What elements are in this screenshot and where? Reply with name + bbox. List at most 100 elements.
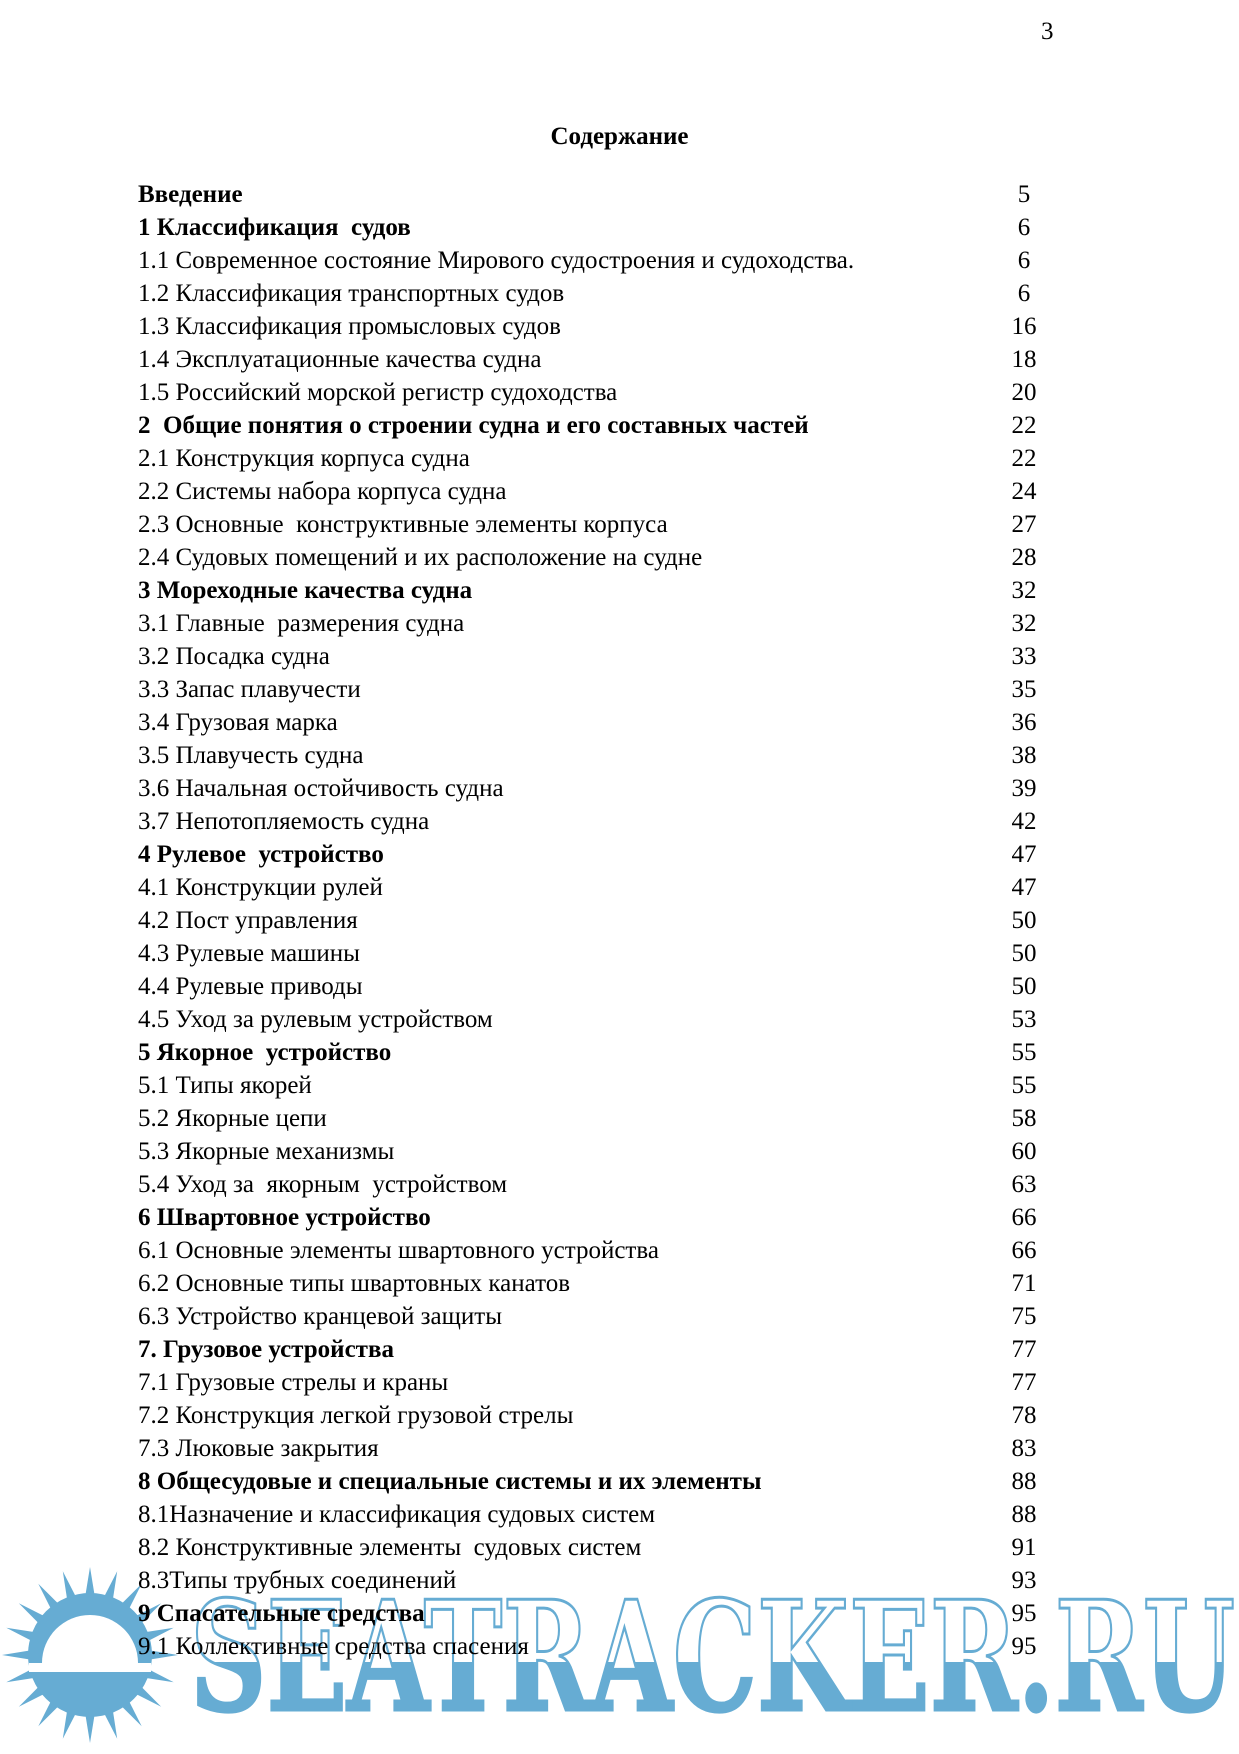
toc-entry-label: 1 Классификация судов [138, 214, 411, 241]
toc-row: 8 Общесудовые и специальные системы и их… [138, 1465, 1052, 1498]
toc-row: 4.5 Уход за рулевым устройством 53 [138, 1003, 1052, 1036]
toc-entry-label: 3.1 Главные размерения судна [138, 610, 465, 637]
toc-row: 8.2 Конструктивные элементы судовых сист… [138, 1531, 1052, 1564]
toc-entry-page: 28 [1011, 544, 1037, 571]
toc-entry-page: 20 [1011, 379, 1037, 406]
toc-entry-page: 91 [1011, 1534, 1037, 1561]
toc-row: 2.4 Судовых помещений и их расположение … [138, 541, 1052, 574]
toc-entry-page: 18 [1011, 346, 1037, 373]
toc-entry-page: 77 [1011, 1369, 1037, 1396]
toc-entry-page: 88 [1011, 1468, 1037, 1495]
toc-entry-page: 50 [1011, 940, 1037, 967]
toc-row: 2 Общие понятия о строении судна и его с… [138, 409, 1052, 442]
toc-entry-label: 4.4 Рулевые приводы [138, 973, 363, 1000]
toc-entry-label: 8.1Назначение и классификация судовых си… [138, 1501, 656, 1528]
toc-entry-page: 47 [1011, 841, 1037, 868]
toc-entry-page: 36 [1011, 709, 1037, 736]
toc-row: 8.1Назначение и классификация судовых си… [138, 1498, 1052, 1531]
toc-entry-page: 66 [1011, 1204, 1037, 1231]
toc-entry-page: 6 [1017, 214, 1031, 241]
toc-entry-page: 95 [1011, 1633, 1037, 1660]
toc-entry-label: 4.5 Уход за рулевым устройством [138, 1006, 493, 1033]
toc-entry-page: 6 [1017, 247, 1031, 274]
toc-entry-label: 1.2 Классификация транспортных судов [138, 280, 565, 307]
toc-row: 5.4 Уход за якорным устройством 63 [138, 1168, 1052, 1201]
toc-entry-page: 16 [1011, 313, 1037, 340]
toc-row: 2.3 Основные конструктивные элементы кор… [138, 508, 1052, 541]
toc-entry-label: 4.2 Пост управления [138, 907, 358, 934]
toc-entry-page: 24 [1011, 478, 1037, 505]
toc-row: 4.4 Рулевые приводы 50 [138, 970, 1052, 1003]
toc-row: 2.1 Конструкция корпуса судна 22 [138, 442, 1052, 475]
toc-entry-label: 6.3 Устройство кранцевой защиты [138, 1303, 502, 1330]
toc-entry-page: 55 [1011, 1039, 1037, 1066]
page-title: Содержание [550, 123, 689, 150]
toc-row: 7.3 Люковые закрытия 83 [138, 1432, 1052, 1465]
toc-entry-label: 2 Общие понятия о строении судна и его с… [138, 412, 809, 439]
toc-row: Введение 5 [138, 178, 1052, 211]
toc-entry-page: 22 [1011, 412, 1037, 439]
toc-entry-label: 7.2 Конструкция легкой грузовой стрелы [138, 1402, 574, 1429]
toc-entry-label: 8.2 Конструктивные элементы судовых сист… [138, 1534, 642, 1561]
toc-row: 4.3 Рулевые машины 50 [138, 937, 1052, 970]
toc-row: 6.3 Устройство кранцевой защиты 75 [138, 1300, 1052, 1333]
watermark-text-outline: SEATRACKER.RU [190, 1567, 1235, 1746]
toc-entry-page: 78 [1011, 1402, 1037, 1429]
toc-entry-label: 5.4 Уход за якорным устройством [138, 1171, 508, 1198]
toc-entry-page: 35 [1011, 676, 1037, 703]
toc-entry-page: 55 [1011, 1072, 1037, 1099]
toc-row: 5.1 Типы якорей 55 [138, 1069, 1052, 1102]
toc-entry-label: 5 Якорное устройство [138, 1039, 392, 1066]
toc-entry-label: 3.4 Грузовая марка [138, 709, 338, 736]
toc-row: 3.4 Грузовая марка 36 [138, 706, 1052, 739]
toc-entry-page: 50 [1011, 907, 1037, 934]
toc-entry-page: 38 [1011, 742, 1037, 769]
toc-entry-label: 1.4 Эксплуатационные качества судна [138, 346, 542, 373]
toc-entry-page: 47 [1011, 874, 1037, 901]
toc-entry-label: 3.7 Непотопляемость судна [138, 808, 430, 835]
toc-entry-label: 3.5 Плавучесть судна [138, 742, 364, 769]
toc-entry-label: 2.3 Основные конструктивные элементы кор… [138, 511, 668, 538]
toc-row: 1.1 Современное состояние Мирового судос… [138, 244, 1052, 277]
toc-row: 6.1 Основные элементы швартовного устрой… [138, 1234, 1052, 1267]
toc-row: 3.5 Плавучесть судна 38 [138, 739, 1052, 772]
toc-entry-label: 9 Спасательные средства [138, 1600, 425, 1627]
toc-entry-page: 75 [1011, 1303, 1037, 1330]
toc-entry-page: 66 [1011, 1237, 1037, 1264]
toc-row: 7.2 Конструкция легкой грузовой стрелы 78 [138, 1399, 1052, 1432]
toc-entry-label: 8.3Типы трубных соединений [138, 1567, 457, 1594]
page-number: 3 [1041, 18, 1054, 45]
toc-entry-label: 5.2 Якорные цепи [138, 1105, 327, 1132]
toc-entry-page: 50 [1011, 973, 1037, 1000]
toc-entry-page: 83 [1011, 1435, 1037, 1462]
toc-entry-page: 22 [1011, 445, 1037, 472]
toc-entry-label: 6.1 Основные элементы швартовного устрой… [138, 1237, 659, 1264]
toc-row: 4.2 Пост управления 50 [138, 904, 1052, 937]
toc-entry-page: 33 [1011, 643, 1037, 670]
toc-entry-label: 6 Швартовное устройство [138, 1204, 431, 1231]
toc-row: 3.3 Запас плавучести 35 [138, 673, 1052, 706]
toc-entry-label: 3.3 Запас плавучести [138, 676, 361, 703]
toc-entry-page: 60 [1011, 1138, 1037, 1165]
toc-row: 3.7 Непотопляемость судна 42 [138, 805, 1052, 838]
toc-row: 7.1 Грузовые стрелы и краны 77 [138, 1366, 1052, 1399]
toc-row: 7. Грузовое устройства 77 [138, 1333, 1052, 1366]
toc-entry-label: 5.1 Типы якорей [138, 1072, 312, 1099]
toc-entry-page: 39 [1011, 775, 1037, 802]
toc-row: 2.2 Системы набора корпуса судна 24 [138, 475, 1052, 508]
toc-row: 1 Классификация судов 6 [138, 211, 1052, 244]
toc-entry-label: 7.1 Грузовые стрелы и краны [138, 1369, 449, 1396]
toc-entry-page: 6 [1017, 280, 1031, 307]
toc-row: 1.2 Классификация транспортных судов 6 [138, 277, 1052, 310]
toc-entry-page: 32 [1011, 577, 1037, 604]
toc-entry-page: 93 [1011, 1567, 1037, 1594]
toc-entry-page: 27 [1011, 511, 1037, 538]
toc-entry-page: 71 [1011, 1270, 1037, 1297]
toc-entry-page: 53 [1011, 1006, 1037, 1033]
toc-row: 5 Якорное устройство 55 [138, 1036, 1052, 1069]
toc-entry-label: 3 Мореходные качества судна [138, 577, 473, 604]
toc-row: 3.6 Начальная остойчивость судна 39 [138, 772, 1052, 805]
toc-row: 5.3 Якорные механизмы 60 [138, 1135, 1052, 1168]
